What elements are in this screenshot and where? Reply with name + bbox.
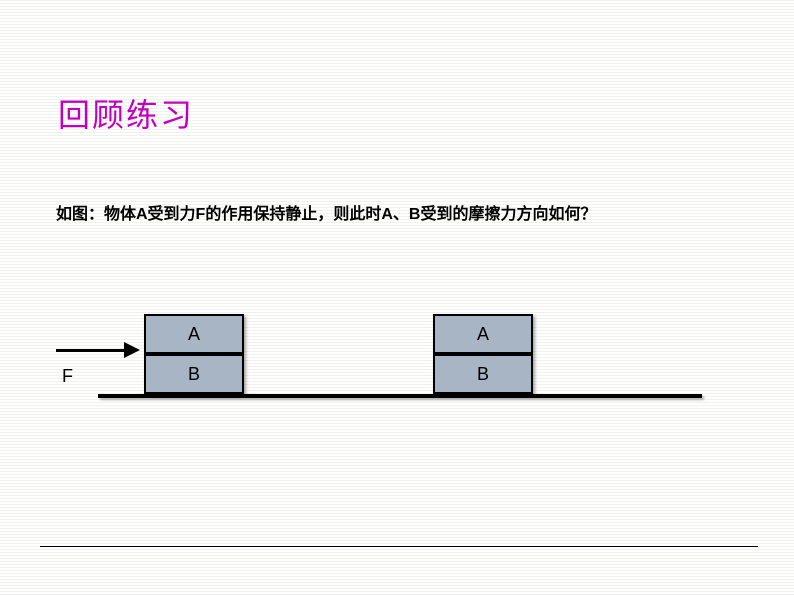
question-text: 如图：物体A受到力F的作用保持静止，则此时A、B受到的摩擦力方向如何？: [56, 200, 596, 224]
block-b-right: B: [433, 354, 533, 394]
block-label: A: [435, 316, 531, 352]
arrow-head-icon: [124, 342, 140, 358]
block-a-left: A: [144, 314, 244, 354]
block-a-right: A: [433, 314, 533, 354]
force-label: F: [62, 366, 73, 387]
block-label: B: [435, 356, 531, 392]
arrow-shaft: [56, 349, 126, 352]
ground-line: [98, 394, 702, 398]
slide-title: 回顾练习: [58, 90, 194, 136]
bottom-rule: [40, 546, 758, 547]
block-b-left: B: [144, 354, 244, 394]
block-label: A: [146, 316, 242, 352]
block-label: B: [146, 356, 242, 392]
